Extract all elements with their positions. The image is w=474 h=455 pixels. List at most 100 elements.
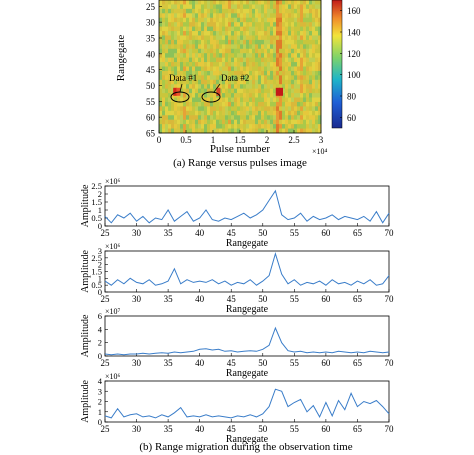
heatmap-cell [162,53,166,58]
heatmap-cell [231,79,235,85]
heatmap-cell [285,97,289,103]
heatmap-cell [276,75,280,81]
heatmap-cell [180,101,184,107]
x-tick-label: 50 [258,424,268,434]
heatmap-cell [177,101,181,107]
heatmap-cell [162,110,166,116]
heatmap-cell [288,101,292,107]
y-axis-label: Amplitude [80,250,91,293]
heatmap-cell [246,70,250,76]
heatmap-cell [261,128,265,134]
heatmap-cell [237,70,241,76]
heatmap-cell [207,88,211,94]
heatmap-cell [201,106,205,112]
heatmap-cell [228,106,232,112]
heatmap-cell [183,101,187,107]
heatmap-cell [174,22,178,27]
heatmap-cell [267,115,271,120]
heatmap-cell [309,101,313,107]
heatmap-cell [162,115,166,120]
series-line [104,251,390,286]
heatmap-cell [261,35,265,41]
heatmap-cell [255,48,259,54]
colorbar-tick-label: 120 [347,49,361,59]
heatmap-cell [237,93,241,98]
heatmap-cell [192,110,196,116]
heatmap-cell [228,8,232,14]
heatmap-cell [309,8,313,14]
heatmap-cell [300,97,304,103]
heatmap-cell [291,101,295,107]
heatmap-cell [162,106,166,112]
heatmap-cell [288,26,292,32]
heatmap-cell [180,115,184,120]
heatmap-cell [162,39,166,45]
heatmap-cell [315,26,319,32]
heatmap-cell [171,93,175,98]
x-tick-label: 25 [101,358,111,368]
colorbar-tick-label: 160 [347,6,361,16]
heatmap-cell [195,75,199,81]
heatmap-cell [285,110,289,116]
x-tick-label: 50 [258,228,268,238]
heatmap-cell [237,17,241,23]
heatmap-cell [279,48,283,54]
heatmap-cell [240,110,244,116]
heatmap-cell [276,115,280,120]
heatmap-cell [303,119,307,125]
heatmap-cell [312,13,316,19]
x-tick-label: 40 [195,358,205,368]
heatmap-cell [279,115,283,120]
heatmap-cell [294,93,298,98]
heatmap-cell [243,26,247,32]
heatmap-cell [237,124,241,129]
heatmap-cell [309,110,313,116]
heatmap-cell [219,66,223,72]
heatmap-cell [174,4,178,10]
heatmap-cell [219,115,223,120]
heatmap-cell [249,75,253,81]
heatmap-cell [294,53,298,58]
heatmap-cell [273,57,277,63]
heatmap-cell [246,22,250,27]
heatmap-cell [204,39,208,45]
heatmap-cell [300,79,304,85]
heatmap-cell [177,97,181,103]
heatmap-cell [318,26,322,32]
heatmap-cell [204,35,208,41]
heatmap-cell [309,97,313,103]
heatmap-cell [261,70,265,76]
heatmap-cell [225,66,229,72]
heatmap-cell [315,124,319,129]
heatmap-cell [207,62,211,67]
heatmap-cell [225,88,229,94]
heatmap-x-tick-label: 1.5 [234,135,246,145]
heatmap-cell [192,70,196,76]
heatmap-x-tick-label: 0 [157,135,162,145]
heatmap-cell [177,66,181,72]
heatmap-cell [219,79,223,85]
heatmap-cell [228,124,232,129]
heatmap-cell [228,48,232,54]
x-tick-label: 40 [195,424,205,434]
heatmap-cell [219,84,223,89]
heatmap-cell [267,57,271,63]
heatmap-cell [243,22,247,27]
heatmap-cell [318,57,322,63]
heatmap-cell [216,115,220,120]
heatmap-cell [219,13,223,19]
heatmap-cell [252,31,256,36]
heatmap-cell [228,128,232,134]
heatmap-cell [210,119,214,125]
heatmap-cell [258,53,262,58]
heatmap-cell [315,101,319,107]
heatmap-cell [183,110,187,116]
heatmap-cell [309,0,313,5]
heatmap-cell [210,110,214,116]
heatmap-cell [288,75,292,81]
heatmap-cell [159,17,163,23]
heatmap-cell [168,13,172,19]
heatmap-cell [222,13,226,19]
heatmap-cell [165,119,169,125]
heatmap-cell [207,66,211,72]
